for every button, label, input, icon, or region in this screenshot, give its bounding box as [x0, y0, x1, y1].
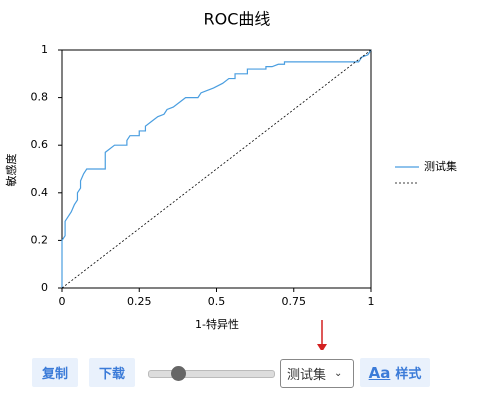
y-tick-label: 0.8 — [31, 91, 49, 104]
chart-title: ROC曲线 — [204, 10, 271, 29]
plot-frame — [61, 49, 372, 289]
y-axis-label: 敏感度 — [4, 154, 18, 187]
select-caret: ⌄ — [334, 368, 343, 379]
chart: ROC曲线 1-特异性 敏感度 0 0.2 0.4 0.6 0.8 1 0 0.25 0.5 0.… — [4, 10, 457, 350]
y-tick-label: 0.6 — [31, 138, 49, 151]
x-axis-label: 1-特异性 — [195, 317, 239, 331]
series-line — [61, 49, 372, 289]
y-tick-label: 0.4 — [31, 186, 49, 199]
x-tick-label: 0.5 — [208, 295, 226, 308]
x-tick-label: 0.75 — [282, 295, 307, 308]
style-icon: Aa — [368, 363, 391, 382]
y-tick-label: 0.2 — [31, 233, 49, 246]
y-tick-label: 1 — [41, 43, 48, 56]
download-button[interactable]: 下载 — [89, 358, 135, 387]
copy-button[interactable]: 复制 — [32, 358, 78, 387]
x-tick-label: 1 — [368, 295, 375, 308]
slider-track[interactable] — [148, 370, 275, 378]
select-text: 测试集 — [287, 368, 327, 383]
legend-label: 测试集 — [424, 159, 457, 173]
y-tick-label: 0 — [41, 281, 48, 294]
style-button[interactable]: Aa 样式 — [360, 358, 430, 387]
arrow-head — [317, 344, 327, 350]
x-tick-label: 0.25 — [127, 295, 152, 308]
series-select[interactable]: 测试集 ⌄ — [280, 359, 354, 388]
series-line — [61, 49, 372, 288]
style-text: 样式 — [395, 367, 422, 382]
x-tick-label: 0 — [59, 295, 66, 308]
slider-knob[interactable] — [171, 366, 186, 381]
